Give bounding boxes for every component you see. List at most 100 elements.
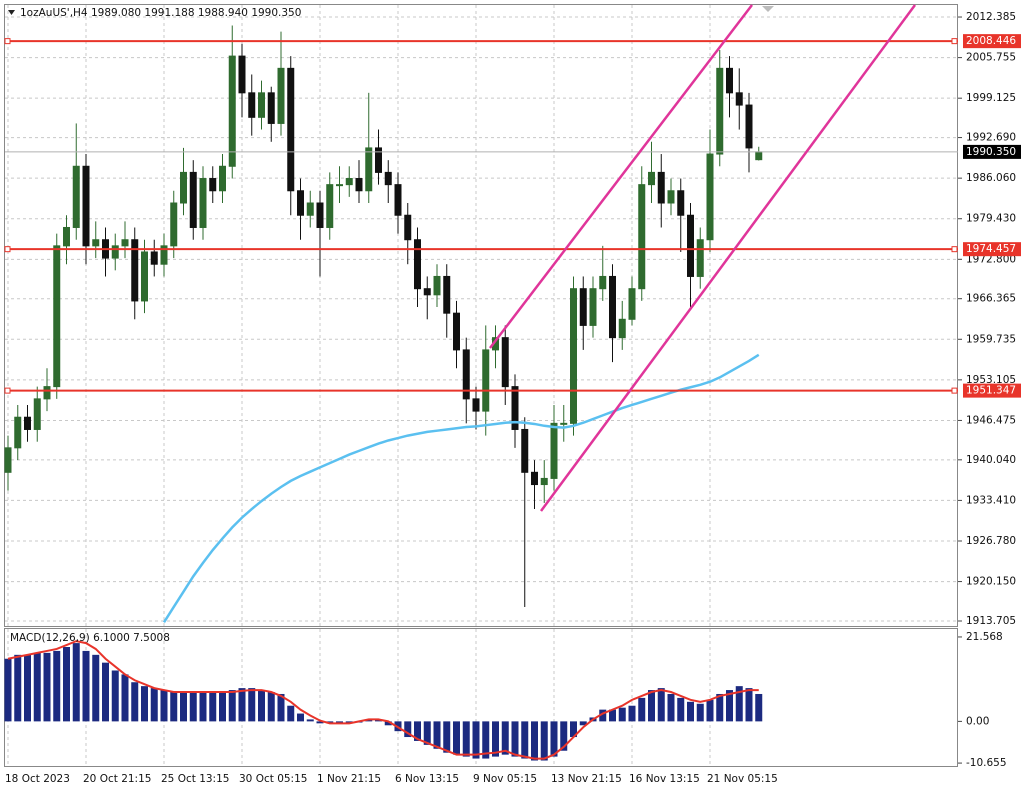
x-tick-label: 20 Oct 21:15 bbox=[83, 773, 151, 785]
candle-body bbox=[14, 416, 22, 449]
y-tick-label: 1966.365 bbox=[966, 293, 1016, 305]
last-price-box bbox=[963, 144, 1021, 159]
candle-body bbox=[423, 288, 431, 296]
candle-body bbox=[638, 184, 646, 290]
x-tick-label: 30 Oct 05:15 bbox=[239, 773, 307, 785]
level-label: 1951.347 bbox=[966, 385, 1016, 397]
candle-body bbox=[482, 349, 490, 412]
macd-bar bbox=[92, 654, 100, 722]
macd-title: MACD(12,26,9) 6.1000 7.5008 bbox=[10, 632, 170, 644]
candle-body bbox=[472, 398, 480, 412]
macd-bar bbox=[492, 721, 499, 757]
candle-body bbox=[599, 275, 607, 290]
candle-body bbox=[189, 171, 197, 228]
macd-bar bbox=[570, 721, 577, 738]
candle-body bbox=[24, 416, 31, 430]
candle-body bbox=[53, 245, 61, 388]
candle-body bbox=[141, 251, 148, 302]
header-close: 1990.350 bbox=[251, 7, 301, 19]
macd-bar bbox=[180, 692, 187, 722]
candle-body bbox=[579, 288, 587, 326]
level-handle bbox=[951, 246, 958, 253]
y-tick-label: 1920.150 bbox=[966, 576, 1016, 588]
macd-bar bbox=[735, 686, 743, 722]
macd-bar bbox=[170, 692, 178, 722]
candle-body bbox=[326, 184, 334, 228]
level-label-box bbox=[963, 242, 1021, 257]
candle-body bbox=[667, 190, 675, 204]
candle-body bbox=[121, 239, 129, 247]
macd-bar bbox=[189, 692, 197, 722]
candle-body bbox=[716, 67, 724, 155]
channel-lower bbox=[539, 4, 917, 512]
level-handle bbox=[4, 246, 11, 253]
macd-bar bbox=[277, 693, 285, 722]
macd-bar bbox=[4, 658, 12, 722]
y-tick-label: 2005.755 bbox=[966, 52, 1016, 64]
level-label: 1974.457 bbox=[966, 243, 1016, 255]
macd-bar bbox=[706, 699, 714, 722]
candle-body bbox=[657, 171, 665, 204]
macd-bar bbox=[726, 690, 733, 722]
macd-bar bbox=[316, 721, 324, 724]
macd-bar bbox=[531, 721, 538, 761]
candle-body bbox=[219, 165, 226, 192]
x-tick-label: 18 Oct 2023 bbox=[5, 773, 70, 785]
candle-body bbox=[336, 184, 343, 187]
macd-bar bbox=[238, 688, 246, 722]
candle-body bbox=[306, 202, 314, 216]
candle-body bbox=[755, 151, 763, 161]
main-frame bbox=[4, 4, 958, 627]
axis-layer: 2012.385 2005.755 1999.125 1992.690 1986.060… bbox=[5, 11, 1021, 785]
macd-bar bbox=[33, 652, 41, 722]
macd-bar bbox=[14, 654, 22, 722]
candle-body bbox=[384, 171, 392, 186]
candle-body bbox=[414, 239, 421, 290]
macd-bar bbox=[131, 682, 139, 722]
candle-body bbox=[365, 147, 373, 192]
candle-body bbox=[150, 251, 158, 265]
macd-bar bbox=[560, 721, 568, 751]
candle-body bbox=[404, 214, 412, 241]
y-tick-label: -10.655 bbox=[966, 757, 1007, 769]
candle-body bbox=[277, 67, 285, 124]
level-handle bbox=[951, 38, 958, 45]
candle-body bbox=[394, 184, 402, 216]
macd-bar bbox=[102, 662, 109, 722]
y-tick-label: 1992.690 bbox=[966, 132, 1016, 144]
main-layer bbox=[4, 25, 958, 761]
y-tick-label: 1940.040 bbox=[966, 454, 1016, 466]
menu-arrow[interactable] bbox=[8, 10, 15, 15]
macd-bar bbox=[696, 703, 704, 722]
candle-body bbox=[170, 202, 178, 247]
macd-bar bbox=[63, 647, 70, 722]
candle-body bbox=[228, 55, 236, 167]
macd-bar bbox=[228, 690, 236, 722]
candle-body bbox=[375, 147, 382, 173]
header-low: 1988.940 bbox=[198, 7, 248, 19]
y-tick-label: 1959.735 bbox=[966, 333, 1016, 345]
candle-body bbox=[316, 202, 324, 228]
macd-bar bbox=[267, 692, 275, 722]
macd-bar bbox=[618, 707, 626, 722]
macd-bar bbox=[443, 721, 451, 753]
macd-bar bbox=[677, 697, 685, 722]
macd-bar bbox=[521, 721, 529, 759]
candle-body bbox=[248, 92, 256, 118]
candle-body bbox=[550, 422, 558, 479]
macd-bar bbox=[82, 650, 90, 722]
candle-body bbox=[297, 190, 304, 216]
candle-body bbox=[677, 190, 685, 216]
candle-body bbox=[199, 178, 207, 228]
macd-bar bbox=[384, 721, 392, 726]
candle-body bbox=[267, 92, 275, 124]
y-tick-label: 1979.430 bbox=[966, 213, 1016, 225]
level-handle bbox=[4, 387, 11, 394]
macd-bar bbox=[755, 693, 763, 722]
candle-body bbox=[540, 477, 548, 486]
candle-body bbox=[462, 349, 470, 400]
macd-bar bbox=[501, 721, 509, 755]
header-high: 1991.188 bbox=[144, 7, 194, 19]
level-handle bbox=[951, 387, 958, 394]
